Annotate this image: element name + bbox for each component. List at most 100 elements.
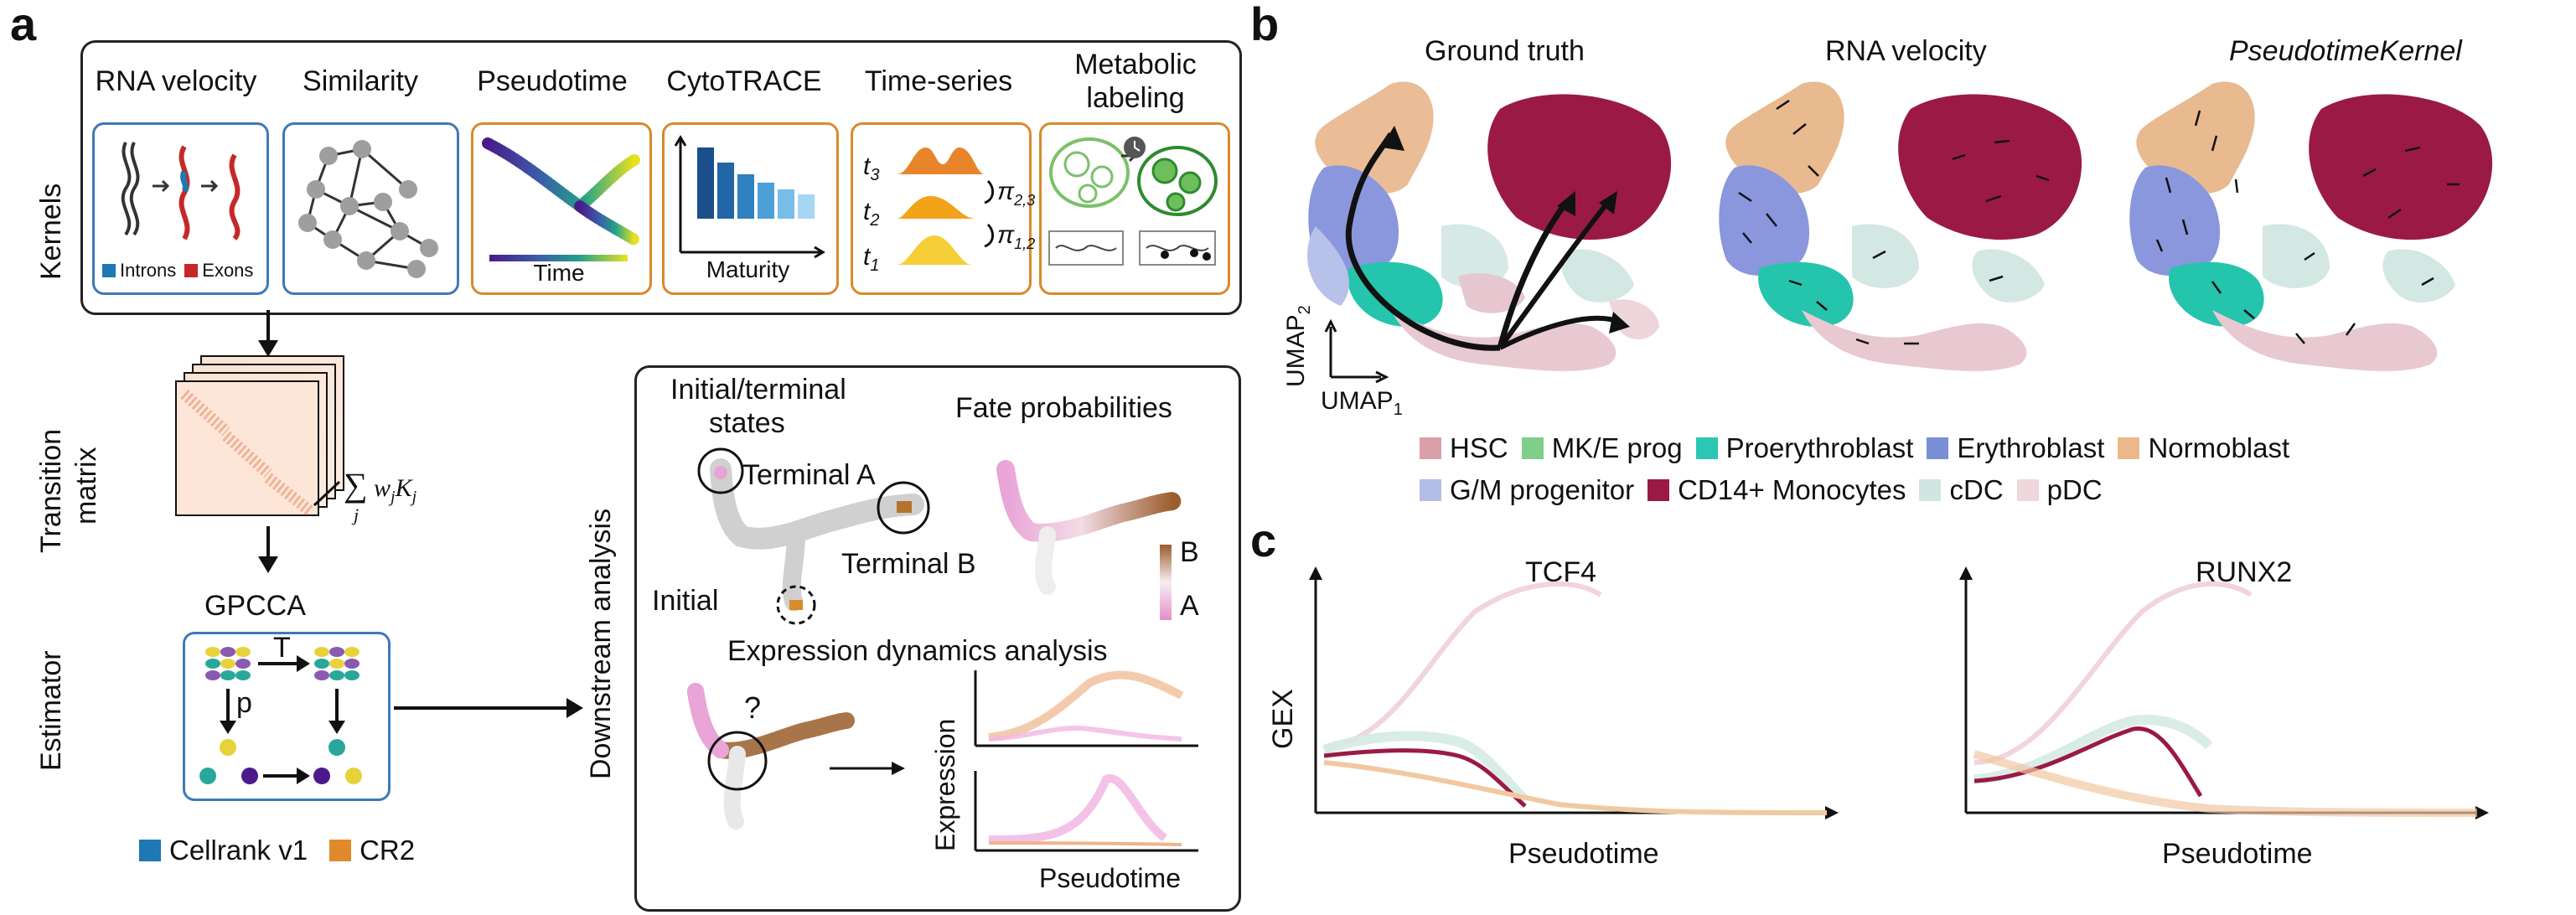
introns-label: Introns — [120, 260, 177, 281]
gpcca-p-label: p — [236, 687, 252, 719]
pseudotime-icon — [482, 137, 640, 261]
fate-trajectory — [996, 460, 1182, 595]
gex-plot-tcf4 — [1309, 566, 1839, 819]
kernel-title-similarity: Similarity — [303, 65, 418, 97]
fate-title: Fate probabilities — [955, 392, 1172, 424]
cellrank-v1-label: Cellrank v1 — [169, 835, 308, 866]
t3-label: t3 — [863, 152, 879, 185]
transition-formula: ∑ wjKj — [344, 465, 416, 507]
legend-item-proerythroblast: Proerythroblast — [1695, 432, 1914, 464]
cr2-swatch — [329, 840, 352, 861]
expr-question-mark: ? — [744, 690, 762, 725]
umap-axis-y-main: UMAP — [1282, 314, 1310, 387]
introns-swatch — [102, 264, 116, 277]
legend-label-cdc: cDC — [1949, 474, 2004, 505]
rna-velocity-icon — [121, 142, 241, 240]
arrow-expr — [830, 762, 905, 775]
panel-letter-c: c — [1250, 514, 1277, 566]
sum-sub: j — [354, 504, 360, 525]
formula-w-sub: j — [391, 488, 396, 506]
legend-label-hsc: HSC — [1450, 432, 1508, 463]
legend-swatch-cd14 — [1648, 479, 1670, 501]
kernel-title-pseudotime: Pseudotime — [477, 65, 628, 97]
legend-label-erythroblast: Erythroblast — [1957, 432, 2105, 463]
expr-xlabel: Pseudotime — [1039, 863, 1181, 893]
celltype-legend-row-2: G/M progenitor CD14+ Monocytes cDC pDC — [1420, 474, 2116, 506]
similarity-graph-icon — [298, 140, 438, 278]
gex-xlabel-runx2: Pseudotime — [2162, 838, 2313, 870]
states-title-1: Initial/terminal — [670, 374, 846, 406]
arrow-estimator-to-downstream — [394, 698, 583, 718]
transition-label-1: Transition — [35, 428, 67, 553]
expr-trajectory — [687, 683, 855, 830]
metabolic-labeling-icon — [1048, 137, 1218, 266]
gpcca-title: GPCCA — [204, 590, 306, 622]
pi23-label: π2,3 — [997, 178, 1035, 209]
legend-label-proerythroblast: Proerythroblast — [1725, 432, 1914, 463]
expr-title: Expression dynamics analysis — [727, 635, 1108, 667]
kernels-frame — [80, 40, 1242, 315]
legend-swatch-proerythroblast — [1695, 437, 1718, 459]
t1-label-sub: 1 — [870, 256, 880, 275]
umap-ground-truth — [1307, 81, 1672, 371]
downstream-frame — [634, 365, 1241, 912]
terminal-b-label: Terminal B — [841, 548, 976, 580]
states-trajectory — [697, 447, 930, 625]
formula-w: w — [374, 474, 391, 502]
terminal-a-label: Terminal A — [742, 459, 876, 491]
legend-swatch-gm — [1420, 479, 1441, 501]
legend-item-erythroblast: Erythroblast — [1927, 432, 2104, 464]
legend-item-mke: MK/E prog — [1521, 432, 1683, 464]
legend-swatch-normoblast — [2118, 437, 2140, 459]
kernel-title-metabolic-1: Metabolic — [1074, 49, 1197, 80]
legend-item-gm: G/M progenitor — [1420, 474, 1634, 506]
pseudotime-axis-label: Time — [533, 260, 585, 286]
exons-label: Exons — [202, 260, 254, 281]
t2-label-sub: 2 — [870, 211, 880, 230]
cytotrace-icon — [674, 135, 825, 259]
umap-axis-x: UMAP1 — [1321, 387, 1403, 420]
umap-pseudotime-kernel — [2129, 81, 2493, 371]
t3-label-sub: 3 — [870, 166, 880, 184]
time-series-icon — [897, 147, 994, 265]
sum-symbol: ∑ — [344, 466, 368, 504]
transition-label-2: matrix — [70, 447, 102, 525]
umap-axis-x-main: UMAP — [1321, 387, 1394, 415]
t1-label-main: t — [863, 243, 871, 271]
legend-swatch-mke — [1521, 437, 1544, 459]
rna-legend-introns: Introns Exons — [102, 260, 253, 282]
kernel-title-time-series: Time-series — [864, 65, 1013, 97]
umap-rna-velocity — [1719, 81, 2082, 371]
umap-axes — [1324, 318, 1389, 384]
t1-label: t1 — [863, 243, 879, 276]
kernels-row-label: Kernels — [35, 183, 67, 280]
downstream-label: Downstream analysis — [585, 508, 617, 779]
gex-xlabel-tcf4: Pseudotime — [1508, 838, 1659, 870]
pi12-label: π1,2 — [997, 221, 1035, 253]
celltype-legend-row-1: HSC MK/E prog Proerythroblast Erythrobla… — [1420, 432, 2303, 464]
gpcca-diagram — [199, 647, 362, 784]
umap-title-rna-velocity: RNA velocity — [1825, 35, 1987, 67]
gpcca-T-label: T — [273, 632, 291, 664]
kernel-title-rna-velocity: RNA velocity — [95, 65, 257, 97]
legend-swatch-erythroblast — [1927, 437, 1949, 459]
cellrank-v1-swatch — [139, 840, 161, 861]
panel-letter-a: a — [10, 0, 37, 50]
expr-mini-plots — [974, 670, 1198, 852]
initial-label: Initial — [652, 585, 719, 617]
umap-title-pseudotime-kernel: PseudotimeKernel — [2229, 35, 2462, 67]
legend-swatch-hsc — [1420, 437, 1441, 459]
legend-item-hsc: HSC — [1420, 432, 1508, 464]
umap-axis-x-sub: 1 — [1393, 401, 1403, 419]
gex-plot-runx2 — [1959, 566, 2489, 819]
legend-item-pdc: pDC — [2016, 474, 2103, 506]
pi23-label-main: π — [997, 178, 1015, 205]
legend-item-cd14: CD14+ Monocytes — [1648, 474, 1906, 506]
t2-label: t2 — [863, 198, 879, 230]
exons-swatch — [184, 264, 199, 277]
states-title-2: states — [709, 407, 785, 439]
legend-label-pdc: pDC — [2046, 474, 2103, 505]
expr-ylabel: Expression — [930, 718, 960, 851]
legend-swatch-pdc — [2016, 479, 2039, 501]
pi12-label-sub: 1,2 — [1014, 235, 1036, 252]
